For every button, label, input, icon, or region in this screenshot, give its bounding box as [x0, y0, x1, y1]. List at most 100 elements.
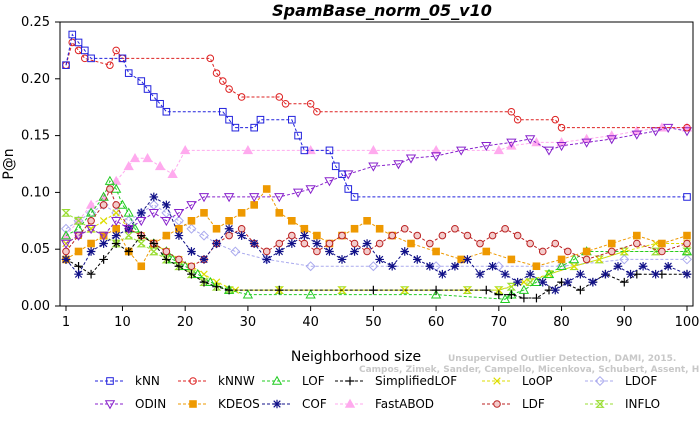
point-loop-marker	[495, 286, 503, 294]
point-knnw-marker	[237, 93, 246, 101]
point-ldof-marker	[681, 254, 693, 265]
point-knnw-marker	[206, 54, 215, 63]
point-ldf-marker	[426, 239, 434, 248]
point-knnw-marker	[112, 46, 120, 55]
point-kdeos-marker	[225, 217, 233, 225]
point-ldf-marker	[262, 247, 271, 256]
point-knn-marker	[250, 123, 258, 132]
series-line-loop	[65, 212, 687, 291]
point-knnw-marker	[219, 77, 227, 85]
series-knnw	[62, 38, 691, 132]
point-simplifiedlof-marker	[431, 285, 441, 295]
point-ldf-marker	[162, 247, 171, 256]
point-odin-marker	[430, 152, 442, 162]
point-ldf-marker	[288, 231, 296, 240]
point-kdeos-marker	[187, 217, 196, 225]
legend-label-ldf: LDF	[522, 397, 545, 411]
point-fastabod-marker	[430, 145, 442, 155]
point-knnw-marker	[513, 115, 522, 124]
legend-item-cof: COF	[262, 397, 327, 411]
point-lof-marker	[430, 289, 442, 299]
point-loop-marker	[401, 286, 409, 294]
series-line-knn	[65, 33, 687, 198]
point-cof-marker	[99, 239, 108, 248]
point-inflo-marker	[136, 239, 147, 248]
series-fastabod	[60, 122, 693, 240]
point-ldf-marker	[551, 239, 560, 248]
credit-line-2: Campos, Zimek, Sander, Campello, Micenko…	[359, 365, 699, 375]
point-kdeos-marker	[507, 255, 516, 264]
point-ldf-marker	[275, 239, 284, 248]
series-line-cof	[65, 196, 688, 291]
legend-label-cof: COF	[302, 397, 327, 411]
point-inflo-marker	[61, 208, 71, 217]
point-kdeos-marker	[262, 185, 271, 193]
point-fastabod-marker	[493, 145, 504, 155]
point-lof-marker	[556, 260, 567, 271]
point-ldof-marker	[230, 246, 241, 257]
point-odin-marker	[123, 224, 134, 235]
legend-ldf-marker	[493, 400, 501, 408]
point-ldf-marker	[187, 262, 196, 271]
point-ldf-marker	[564, 247, 572, 256]
point-cof-marker	[576, 269, 585, 279]
x-tick-label: 80	[553, 315, 570, 330]
point-odin-marker	[305, 185, 316, 195]
point-ldf-marker	[106, 185, 114, 193]
point-ldf-marker	[501, 224, 509, 233]
point-odin-marker	[98, 231, 109, 241]
point-knnw-marker	[557, 123, 566, 132]
point-simplifiedlof-marker	[224, 285, 234, 295]
point-cof-marker	[463, 255, 472, 264]
point-odin-marker	[650, 127, 661, 137]
point-kdeos-marker	[275, 209, 284, 217]
y-axis-label: P@n	[1, 148, 17, 179]
point-cof-marker	[425, 261, 435, 271]
legend-label-ldof: LDOF	[625, 374, 657, 388]
point-knn-marker	[344, 185, 353, 193]
point-odin-marker	[85, 224, 97, 235]
point-ldf-marker	[325, 239, 334, 248]
point-ldf-marker	[607, 247, 616, 256]
point-knn-marker	[231, 123, 240, 132]
point-lof-marker	[305, 289, 316, 299]
series-knn	[62, 30, 691, 201]
point-cof-marker	[287, 239, 297, 248]
point-loop-marker	[570, 262, 578, 270]
point-inflo-marker	[73, 216, 84, 225]
point-kdeos-marker	[607, 239, 616, 248]
point-simplifiedlof-marker	[111, 239, 121, 248]
legend-item-inflo: INFLO	[585, 397, 660, 411]
point-ldf-marker	[438, 231, 447, 240]
point-fastabod-marker	[129, 153, 141, 163]
point-cof-marker	[500, 269, 510, 279]
point-kdeos-marker	[532, 262, 541, 271]
x-tick-label: 20	[177, 315, 194, 330]
point-kdeos-marker	[237, 209, 246, 217]
y-tick-label: 0.25	[21, 15, 50, 30]
point-kdeos-marker	[407, 239, 415, 248]
point-simplifiedlof-marker	[576, 285, 585, 295]
point-odin-marker	[161, 217, 172, 227]
point-cof-marker	[626, 269, 635, 279]
point-cof-marker	[300, 231, 309, 240]
point-cof-marker	[513, 277, 522, 287]
point-knnw-marker	[551, 115, 560, 124]
point-cof-marker	[274, 247, 284, 256]
point-knnw-marker	[281, 99, 290, 108]
legend-inflo-marker	[595, 400, 605, 408]
series-layer	[60, 30, 693, 303]
point-ldf-marker	[400, 224, 409, 233]
legend-item-odin: ODIN	[95, 397, 166, 411]
point-lof-marker	[111, 183, 122, 193]
point-ldof-marker	[198, 230, 210, 241]
point-ldof-marker	[493, 261, 504, 272]
point-cof-marker	[387, 261, 397, 271]
point-ldof-marker	[368, 261, 379, 272]
point-ldf-marker	[658, 247, 666, 256]
point-simplifiedlof-marker	[532, 293, 541, 303]
point-knn-marker	[331, 162, 340, 171]
point-kdeos-marker	[313, 231, 321, 240]
point-ldof-marker	[619, 254, 630, 265]
point-cof-marker	[262, 255, 272, 264]
